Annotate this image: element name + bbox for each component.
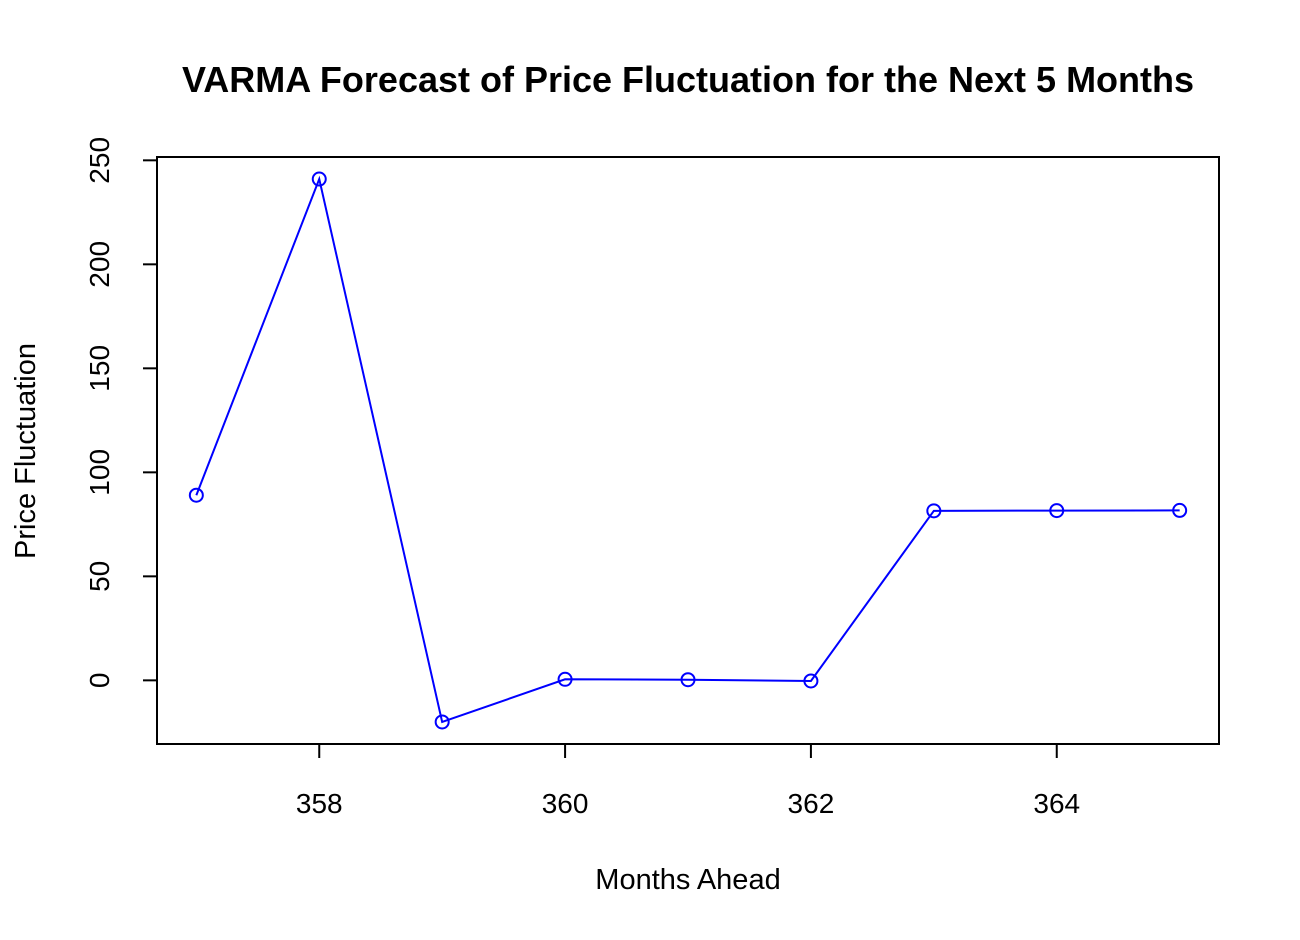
data-point [680,672,696,688]
series-group [188,171,1188,730]
data-point [926,503,942,519]
data-point [188,487,204,503]
y-tick-label: 0 [84,673,115,689]
x-tick-label: 362 [788,788,835,819]
series-line [195,175,1180,724]
y-tick-label: 200 [84,241,115,288]
chart-title: VARMA Forecast of Price Fluctuation for … [182,59,1194,100]
y-axis-label: Price Fluctuation [10,343,42,559]
data-point [434,714,450,730]
data-point [1049,503,1065,519]
x-axis: 358 360 362 364 [296,743,1080,819]
data-point [311,171,327,187]
y-tick-label: 250 [84,137,115,184]
data-point [557,671,573,687]
x-tick-label: 360 [542,788,589,819]
x-tick-label: 364 [1033,788,1080,819]
data-point [1172,502,1188,518]
x-axis-label: Months Ahead [595,864,780,896]
x-tick-label: 358 [296,788,343,819]
plot-frame [156,156,1220,745]
y-tick-label: 100 [84,449,115,496]
y-axis: 0 50 100 150 200 250 [84,137,158,689]
y-tick-label: 150 [84,345,115,392]
data-point [803,673,819,689]
y-tick-label: 50 [84,561,115,592]
